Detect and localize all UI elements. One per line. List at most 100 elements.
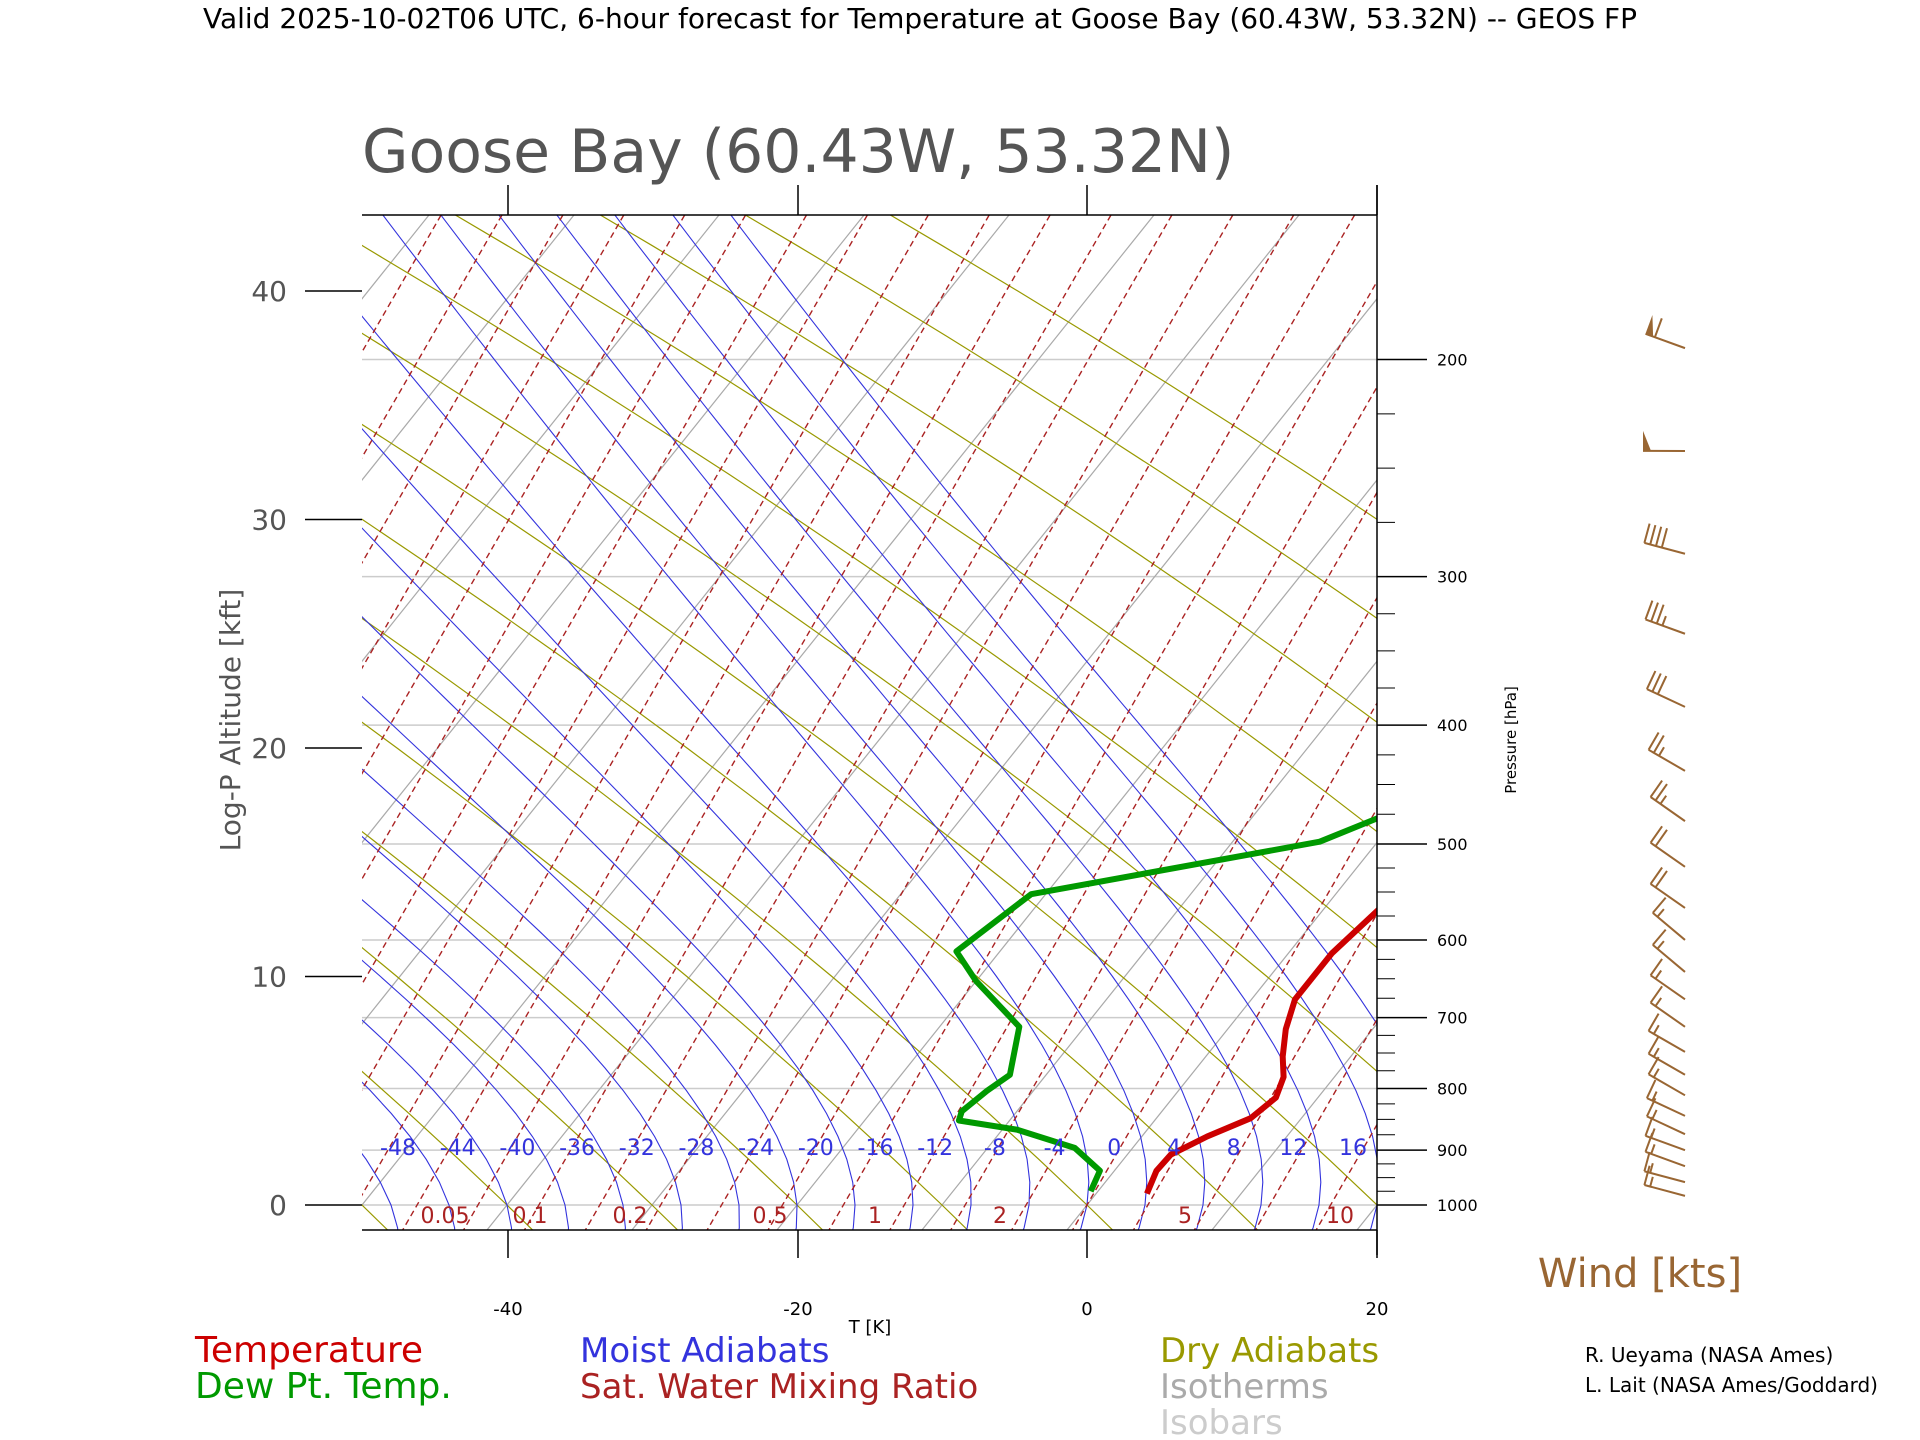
x-axis-label: T [K]	[848, 1317, 892, 1338]
wind-barb-full	[1643, 523, 1651, 544]
wind-barb-full	[1647, 1035, 1660, 1055]
wind-barb-full	[1654, 829, 1668, 847]
dry-adiabat-line	[362, 721, 969, 1230]
moist-adiabat-line	[362, 1019, 513, 1230]
mixing-ratio-line	[767, 215, 1356, 1230]
wind-barb	[1649, 958, 1686, 1001]
wind-barb	[1647, 1056, 1686, 1097]
dry-adiabat-line	[362, 244, 1377, 949]
mixing-ratio-label: 0.2	[613, 1204, 648, 1229]
wind-barb-half	[1652, 1024, 1660, 1035]
temperature-line	[1144, 907, 1377, 1195]
isotherm-line	[0, 154, 188, 1251]
wind-barb-staff	[1644, 1170, 1686, 1184]
wind-barb-full	[1643, 1151, 1651, 1172]
moist-adiabat-line	[730, 215, 1377, 1026]
mixing-ratio-line	[462, 215, 1051, 1230]
mixing-ratio-line	[362, 215, 503, 459]
wind-barb-half	[1649, 1176, 1654, 1187]
mixing-ratio-line	[949, 491, 1377, 1230]
y-tick-label: 30	[251, 504, 287, 537]
moist-adiabat-label: -48	[380, 1136, 416, 1161]
mixing-ratio-label: 10	[1326, 1204, 1354, 1229]
background-lines	[0, 154, 1920, 1251]
moist-adiabat-label: -16	[858, 1136, 894, 1161]
dry-adiabat-line	[362, 1070, 534, 1230]
mixing-ratio-line	[1548, 154, 1920, 1251]
wind-barb-staff	[1645, 332, 1686, 350]
wind-barb-pennant	[1645, 315, 1654, 337]
moist-adiabat-line	[672, 215, 1377, 1230]
wind-barb	[1645, 670, 1686, 708]
isotherm-line	[362, 215, 865, 844]
wind-barb-full	[1652, 928, 1667, 946]
moist-adiabat-line	[0, 154, 176, 1251]
moist-adiabat-label: -32	[619, 1136, 655, 1161]
pressure-axis-label: Pressure [hPa]	[1502, 686, 1520, 794]
mixing-ratio-line	[362, 215, 747, 881]
wind-barb-full	[1644, 1132, 1654, 1153]
mixing-ratio-line	[362, 215, 686, 775]
isotherm-line	[0, 154, 333, 1251]
y-tick-label: 10	[251, 961, 287, 994]
moist-adiabat-line	[362, 527, 914, 1230]
wind-barb-staff	[1645, 618, 1686, 635]
wind-barb	[1652, 928, 1686, 973]
mixing-ratio-line	[828, 280, 1377, 1230]
wind-barb-full	[1651, 673, 1662, 693]
moist-adiabat-label: -8	[984, 1136, 1006, 1161]
mixing-ratio-label: 0.1	[513, 1204, 548, 1229]
wind-barb-half	[1649, 1162, 1654, 1174]
wind-barb-half	[1654, 997, 1663, 1007]
moist-adiabat-line	[0, 154, 120, 1251]
wind-barbs	[1642, 315, 1686, 1197]
pressure-tick-label: 400	[1437, 716, 1468, 735]
wind-barb-full	[1649, 825, 1663, 844]
wind-barb-full	[1643, 1165, 1651, 1186]
x-tick-label: -40	[493, 1299, 522, 1320]
profile-series	[953, 815, 1377, 1195]
mixing-ratio-label: 0.5	[753, 1204, 788, 1229]
moist-adiabat-line	[362, 427, 972, 1230]
wind-barb-staff	[1648, 1073, 1686, 1097]
moist-adiabat-label: -40	[499, 1136, 535, 1161]
isotherm-line	[921, 660, 1377, 1230]
isotherm-line	[1211, 1022, 1377, 1230]
wind-barb-half	[1652, 1068, 1660, 1078]
moist-adiabat-line	[362, 615, 856, 1230]
wind-barb	[1647, 731, 1686, 772]
wind-barb-full	[1654, 783, 1668, 802]
moist-adiabat-label: 8	[1227, 1136, 1241, 1161]
wind-barb-staff	[1650, 974, 1686, 1001]
dry-adiabat-line	[744, 215, 1377, 620]
mixing-ratio-line	[1315, 1123, 1377, 1230]
moist-adiabat-label: -28	[678, 1136, 714, 1161]
credit-2: L. Lait (NASA Ames/Goddard)	[1585, 1373, 1878, 1397]
legend-isobars: Isobars	[1160, 1403, 1283, 1440]
wind-barb-full	[1652, 734, 1665, 754]
moist-adiabat-line	[556, 215, 1264, 1230]
wind-barb-full	[1653, 318, 1663, 338]
legend-isotherms: Isotherms	[1160, 1367, 1329, 1407]
legend-moist-adiabats: Moist Adiabats	[580, 1331, 829, 1371]
y-tick-label: 0	[269, 1189, 287, 1222]
legend-dry-adiabats: Dry Adiabats	[1160, 1331, 1379, 1371]
wind-barb-staff	[1650, 1001, 1686, 1028]
wind-barb-half	[1650, 1144, 1656, 1155]
chart-labels: -48 -44 -40 -36 -32 -28 -24 -20 -16 -12 -8 -4 0 4 8 12 1…	[380, 1136, 1367, 1229]
dry-adiabat-line	[362, 617, 1114, 1230]
wind-barb-full	[1645, 670, 1657, 690]
pressure-tick-label: 800	[1437, 1079, 1468, 1098]
wind-barb-full	[1647, 731, 1660, 751]
moist-adiabat-label: -44	[440, 1136, 476, 1161]
wind-barb-half	[1658, 746, 1665, 757]
mixing-ratio-line	[1132, 807, 1377, 1230]
mixing-ratio-label: 5	[1178, 1204, 1192, 1229]
wind-barb	[1642, 430, 1686, 452]
wind-barb-pennant	[1643, 430, 1651, 451]
wind-barb	[1645, 1097, 1686, 1136]
isotherm-line	[0, 154, 43, 1251]
wind-barb-full	[1652, 896, 1667, 914]
